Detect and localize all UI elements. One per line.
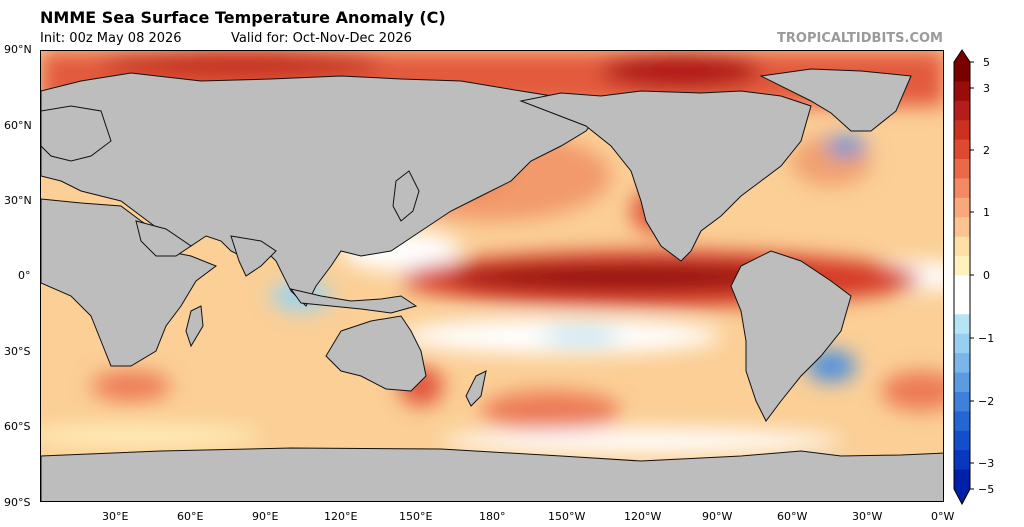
colorbar-top-arrow: [954, 50, 970, 62]
greenland: [759, 68, 912, 132]
cb-label-1: 1: [983, 206, 990, 219]
map-title: NMME Sea Surface Temperature Anomaly (C): [40, 8, 446, 27]
indonesia: [289, 288, 418, 314]
init-time: Init: 00z May 08 2026: [40, 31, 182, 46]
cb-label-2: 2: [983, 144, 990, 157]
labrador-cool: [826, 136, 866, 156]
madagascar: [185, 305, 204, 348]
antarctic-edge-neutral: [41, 426, 261, 446]
lon-label-30e: 30°E: [102, 510, 129, 523]
lon-label-90w: 90°W: [702, 510, 733, 523]
lat-label-0: 0°: [18, 269, 31, 282]
colorbar-segment: [954, 62, 970, 82]
colorbar-segments: [953, 49, 971, 506]
new-zealand: [465, 370, 487, 407]
cb-label-neg5: −5: [978, 483, 995, 496]
land-masses: [41, 68, 943, 501]
colorbar-segment: [954, 314, 970, 335]
lat-label-60n: 60°N: [4, 119, 32, 132]
lon-label-0w: 0°W: [931, 510, 955, 523]
colorbar-segment: [954, 353, 970, 374]
colorbar-segment: [954, 430, 970, 451]
lon-label-150e: 150°E: [399, 510, 433, 523]
india: [230, 235, 277, 277]
map-canvas: [41, 51, 943, 501]
lat-label-30s: 30°S: [4, 345, 31, 358]
lat-label-90n: 90°N: [4, 43, 32, 56]
southern-ocean-neutral: [441, 429, 841, 453]
arctic-strong-warm: [601, 53, 761, 89]
colorbar-segment: [954, 372, 970, 393]
south-america: [730, 250, 852, 422]
enso-core: [451, 264, 811, 290]
colorbar: [953, 49, 974, 506]
cb-label-0: 0: [983, 269, 990, 282]
lat-label-90s: 90°S: [4, 496, 31, 509]
valid-period: Valid for: Oct-Nov-Dec 2026: [231, 31, 412, 46]
cb-label-neg2: −2: [978, 395, 995, 408]
arctic-strong-warm: [101, 51, 381, 77]
colorbar-ticks: [970, 61, 974, 490]
colorbar-segment: [954, 236, 970, 257]
site-credit: TROPICALTIDBITS.COM: [777, 31, 943, 46]
colorbar-segment: [954, 411, 970, 432]
south-atlantic-warm: [881, 371, 943, 411]
lon-label-120w: 120°W: [624, 510, 662, 523]
arabian-peninsula: [135, 220, 192, 257]
antarctica: [41, 447, 943, 501]
europe-west: [41, 105, 112, 162]
colorbar-segment: [954, 120, 970, 141]
lon-label-90e: 90°E: [252, 510, 279, 523]
lon-label-180: 180°: [479, 510, 506, 523]
lon-label-60e: 60°E: [177, 510, 204, 523]
colorbar-segment: [954, 333, 970, 354]
colorbar-bottom-arrow: [954, 489, 970, 504]
cb-label-neg3: −3: [978, 457, 995, 470]
colorbar-segment: [954, 391, 970, 412]
colorbar-segment: [954, 450, 970, 471]
colorbar-segment: [954, 159, 970, 179]
lat-label-30n: 30°N: [4, 194, 32, 207]
lon-label-120e: 120°E: [324, 510, 358, 523]
cb-label-5: 5: [983, 56, 990, 69]
lon-label-30w: 30°W: [852, 510, 883, 523]
colorbar-segment: [954, 217, 970, 238]
colorbar-segment: [954, 100, 970, 121]
africa: [41, 198, 218, 367]
colorbar-segment: [954, 197, 970, 218]
southern-ocean-warm: [481, 391, 621, 431]
colorbar-segment: [954, 139, 970, 160]
south-indian-warm: [91, 371, 171, 401]
lon-label-60w: 60°W: [777, 510, 808, 523]
colorbar-segment: [954, 294, 970, 315]
australia: [325, 315, 427, 392]
colorbar-segment: [954, 275, 970, 296]
south-pacific-cool: [541, 328, 621, 344]
colorbar-segment: [954, 178, 970, 199]
lon-label-150w: 150°W: [548, 510, 586, 523]
cb-label-neg1: −1: [978, 332, 995, 345]
colorbar-segment: [954, 469, 970, 490]
lat-label-60s: 60°S: [4, 420, 31, 433]
colorbar-segment: [954, 81, 970, 102]
colorbar-segment: [954, 256, 970, 276]
sst-anomaly-map: [40, 50, 944, 502]
japan: [392, 170, 420, 222]
north-america: [519, 90, 812, 262]
cb-label-3: 3: [983, 82, 990, 95]
